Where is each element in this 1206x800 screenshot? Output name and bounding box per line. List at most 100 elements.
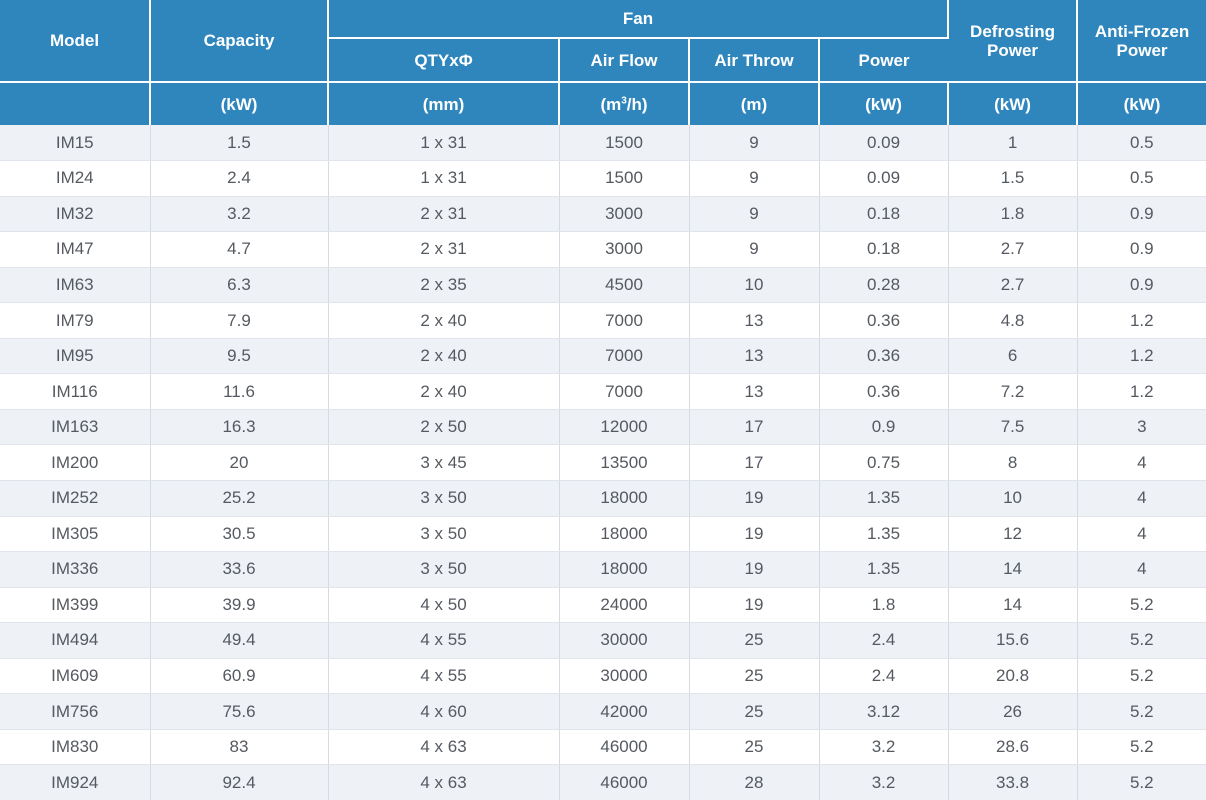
- cell-power: 3.12: [819, 693, 949, 730]
- header-model: Model: [0, 0, 151, 83]
- cell-power: 0.75: [819, 444, 949, 481]
- table-row: IM63 6.3 2 x 35 4500 10 0.28 2.7 0.9: [0, 267, 1206, 304]
- cell-power: 3.2: [819, 729, 949, 766]
- cell-air-flow: 1500: [559, 160, 690, 197]
- header-defrosting-power: Defrosting Power: [948, 0, 1079, 83]
- cell-air-flow: 7000: [559, 373, 690, 410]
- cell-anti-frozen-power: 5.2: [1077, 764, 1206, 800]
- cell-power: 0.18: [819, 196, 949, 233]
- cell-defrosting-power: 8: [948, 444, 1078, 481]
- table-body: IM15 1.5 1 x 31 1500 9 0.09 1 0.5 IM24 2.4 1 x 31 1…: [0, 125, 1206, 800]
- cell-capacity: 39.9: [150, 587, 329, 624]
- cell-qty: 2 x 50: [328, 409, 560, 446]
- cell-anti-frozen-power: 4: [1077, 480, 1206, 517]
- cell-air-flow: 13500: [559, 444, 690, 481]
- cell-power: 0.09: [819, 160, 949, 197]
- unit-power: (kW): [819, 82, 950, 125]
- cell-air-throw: 28: [689, 764, 820, 800]
- cell-defrosting-power: 28.6: [948, 729, 1078, 766]
- cell-defrosting-power: 1.8: [948, 196, 1078, 233]
- unit-anti-frozen-power: (kW): [1077, 82, 1206, 125]
- cell-air-flow: 7000: [559, 338, 690, 375]
- unit-model: [0, 82, 151, 125]
- cell-air-flow: 24000: [559, 587, 690, 624]
- header-anti-frozen-power: Anti-Frozen Power: [1077, 0, 1206, 83]
- cell-air-flow: 1500: [559, 125, 690, 162]
- cell-defrosting-power: 2.7: [948, 231, 1078, 268]
- cell-air-flow: 18000: [559, 480, 690, 517]
- cell-model: IM830: [0, 729, 151, 766]
- cell-air-throw: 25: [689, 622, 820, 659]
- cell-model: IM305: [0, 516, 151, 553]
- table-row: IM163 16.3 2 x 50 12000 17 0.9 7.5 3: [0, 409, 1206, 446]
- cell-qty: 4 x 63: [328, 729, 560, 766]
- cell-capacity: 83: [150, 729, 329, 766]
- cell-qty: 3 x 50: [328, 480, 560, 517]
- cell-air-throw: 19: [689, 587, 820, 624]
- header-capacity: Capacity: [150, 0, 329, 83]
- cell-air-flow: 3000: [559, 231, 690, 268]
- cell-power: 1.35: [819, 480, 949, 517]
- cell-capacity: 7.9: [150, 302, 329, 339]
- cell-qty: 3 x 50: [328, 516, 560, 553]
- table-row: IM200 20 3 x 45 13500 17 0.75 8 4: [0, 444, 1206, 481]
- cell-qty: 2 x 40: [328, 338, 560, 375]
- table-row: IM24 2.4 1 x 31 1500 9 0.09 1.5 0.5: [0, 160, 1206, 197]
- cell-air-flow: 42000: [559, 693, 690, 730]
- cell-air-throw: 19: [689, 516, 820, 553]
- cell-air-throw: 25: [689, 658, 820, 695]
- cell-defrosting-power: 7.5: [948, 409, 1078, 446]
- cell-anti-frozen-power: 4: [1077, 444, 1206, 481]
- cell-defrosting-power: 7.2: [948, 373, 1078, 410]
- cell-power: 2.4: [819, 622, 949, 659]
- cell-anti-frozen-power: 4: [1077, 516, 1206, 553]
- table-row: IM756 75.6 4 x 60 42000 25 3.12 26 5.2: [0, 693, 1206, 730]
- cell-model: IM163: [0, 409, 151, 446]
- cell-power: 0.28: [819, 267, 949, 304]
- unit-air-flow-prefix: (m: [600, 94, 622, 114]
- cell-anti-frozen-power: 0.9: [1077, 231, 1206, 268]
- cell-capacity: 6.3: [150, 267, 329, 304]
- cell-qty: 2 x 31: [328, 231, 560, 268]
- cell-anti-frozen-power: 1.2: [1077, 373, 1206, 410]
- table-row: IM252 25.2 3 x 50 18000 19 1.35 10 4: [0, 480, 1206, 517]
- cell-model: IM32: [0, 196, 151, 233]
- cell-air-throw: 9: [689, 231, 820, 268]
- header-qty: QTYxΦ: [328, 38, 560, 83]
- cell-defrosting-power: 20.8: [948, 658, 1078, 695]
- cell-capacity: 3.2: [150, 196, 329, 233]
- table-row: IM47 4.7 2 x 31 3000 9 0.18 2.7 0.9: [0, 231, 1206, 268]
- cell-air-flow: 3000: [559, 196, 690, 233]
- cell-power: 0.9: [819, 409, 949, 446]
- cell-capacity: 20: [150, 444, 329, 481]
- cell-model: IM95: [0, 338, 151, 375]
- cell-anti-frozen-power: 5.2: [1077, 693, 1206, 730]
- cell-defrosting-power: 6: [948, 338, 1078, 375]
- cell-qty: 4 x 55: [328, 622, 560, 659]
- cell-anti-frozen-power: 0.5: [1077, 125, 1206, 162]
- table-row: IM830 83 4 x 63 46000 25 3.2 28.6 5.2: [0, 729, 1206, 766]
- cell-anti-frozen-power: 5.2: [1077, 658, 1206, 695]
- cell-capacity: 60.9: [150, 658, 329, 695]
- cell-air-flow: 46000: [559, 729, 690, 766]
- cell-defrosting-power: 14: [948, 551, 1078, 588]
- table-row: IM15 1.5 1 x 31 1500 9 0.09 1 0.5: [0, 125, 1206, 162]
- cell-qty: 4 x 63: [328, 764, 560, 800]
- cell-air-throw: 17: [689, 444, 820, 481]
- cell-power: 0.36: [819, 373, 949, 410]
- cell-anti-frozen-power: 0.9: [1077, 196, 1206, 233]
- cell-defrosting-power: 12: [948, 516, 1078, 553]
- table-row: IM116 11.6 2 x 40 7000 13 0.36 7.2 1.2: [0, 373, 1206, 410]
- cell-anti-frozen-power: 1.2: [1077, 338, 1206, 375]
- cell-capacity: 33.6: [150, 551, 329, 588]
- cell-model: IM200: [0, 444, 151, 481]
- cell-air-throw: 10: [689, 267, 820, 304]
- cell-model: IM336: [0, 551, 151, 588]
- cell-capacity: 4.7: [150, 231, 329, 268]
- cell-anti-frozen-power: 5.2: [1077, 587, 1206, 624]
- cell-power: 2.4: [819, 658, 949, 695]
- cell-air-throw: 13: [689, 338, 820, 375]
- unit-air-flow-sup: 3: [621, 94, 627, 106]
- cell-air-flow: 30000: [559, 658, 690, 695]
- cell-defrosting-power: 15.6: [948, 622, 1078, 659]
